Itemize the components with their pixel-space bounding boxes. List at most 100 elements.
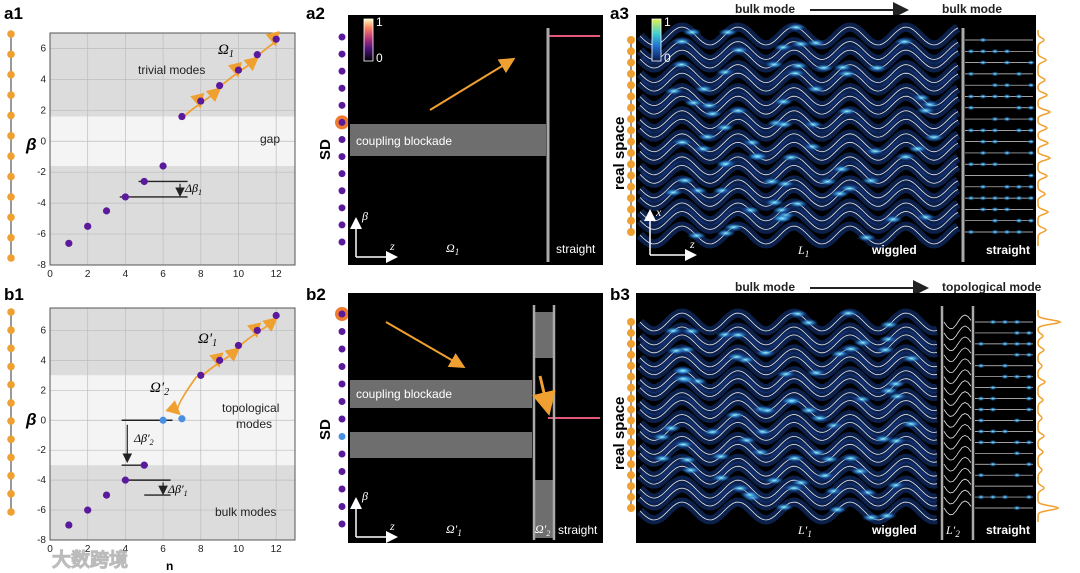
a1-site-dot xyxy=(7,254,15,262)
b3-straight-spot xyxy=(1001,428,1009,435)
a1-y-label: β xyxy=(25,135,37,154)
a3-side-chain-dot xyxy=(627,171,635,180)
b3-intensity-spot xyxy=(827,505,848,514)
a3-side-chain-dot xyxy=(627,103,635,112)
b3-straight-spot xyxy=(1001,494,1009,500)
b1-site-dot xyxy=(7,344,15,353)
b1-xtick-label: 8 xyxy=(198,544,204,555)
b2-mode-dot xyxy=(338,380,346,388)
a3-straight-spot xyxy=(991,139,999,145)
a1-data-point xyxy=(159,162,167,170)
b3-straight-spot xyxy=(1013,352,1021,358)
a3-intensity-spot xyxy=(829,189,850,198)
a1-trivial-modes-label: trivial modes xyxy=(138,63,205,77)
b3-wiggled-waveguides xyxy=(636,308,972,525)
b3-waveguide xyxy=(639,392,938,412)
b3-side-chain-dot xyxy=(627,361,635,370)
a3-intensity-spot xyxy=(764,60,785,69)
a3-straight-spot xyxy=(991,206,999,213)
a1-site-dot xyxy=(7,30,15,38)
b3-intensity-spot xyxy=(798,406,819,415)
b2-straight-label: straight xyxy=(558,523,598,537)
b1-data-point xyxy=(216,356,224,364)
svg-text:β: β xyxy=(361,489,368,503)
a3-intensity-spot xyxy=(723,223,744,232)
a3-dot-chain xyxy=(627,36,635,236)
b3-straight-spot xyxy=(1025,352,1033,358)
b3-side-chain-dot xyxy=(627,372,635,381)
b3-intensity-spot xyxy=(673,440,694,449)
a3-straight-spot xyxy=(1027,82,1035,88)
panel-label-b3: b3 xyxy=(610,285,630,304)
a1-ytick-label: -2 xyxy=(37,167,46,178)
a3-colorbar: 1 0 xyxy=(651,15,671,65)
a3-side-chain-dot xyxy=(627,148,635,157)
b3-intensity-spot xyxy=(798,318,819,327)
a3-side-chain-dot xyxy=(627,47,635,56)
a3-straight-spot xyxy=(967,105,975,111)
svg-text:β: β xyxy=(361,209,368,223)
a3-waveguide xyxy=(639,187,959,207)
a3-side-chain-dot xyxy=(627,36,635,44)
b3-L2-waveguide xyxy=(943,347,972,363)
b3-straight-spot xyxy=(1013,374,1021,380)
b1-xtick-label: 4 xyxy=(123,544,129,555)
a1-data-point xyxy=(234,66,243,74)
a3-intensity-spot xyxy=(924,133,945,142)
b2-mode-lines xyxy=(350,310,600,419)
a3-intensity-spot xyxy=(856,233,877,242)
a1-site-dot xyxy=(7,172,15,181)
a3-straight-spot xyxy=(991,161,999,167)
a2-mode-dot xyxy=(338,67,346,75)
b3-intensity-spot xyxy=(901,354,922,363)
b3-intensity-spot xyxy=(728,330,749,339)
a3-straight-spot xyxy=(991,82,999,88)
a1-site-dot xyxy=(7,233,15,242)
a3-intensity-spot xyxy=(714,123,735,132)
a3-straight-spot xyxy=(991,127,999,133)
b3-intensity-spot xyxy=(819,455,840,464)
a1-ytick-label: 6 xyxy=(40,43,46,54)
b3-L2-waveguide xyxy=(943,500,972,516)
a3-straight-spot xyxy=(979,139,987,145)
b2-coupling-blockade-band-1 xyxy=(350,380,532,408)
a1-xtick-label: 12 xyxy=(271,269,283,280)
b1-band-0 xyxy=(50,308,295,376)
b3-intensity-spot xyxy=(673,374,694,383)
a2-mode-dot xyxy=(338,33,346,41)
a3-intensity-spot xyxy=(686,231,707,240)
a3-intensity-spot xyxy=(813,63,834,72)
b1-site-dot xyxy=(7,453,15,462)
a3-straight-spot xyxy=(979,37,987,43)
a3-wiggled-waveguides xyxy=(636,22,961,249)
b1-data-point xyxy=(197,371,205,379)
a2-mode-dot xyxy=(338,50,346,58)
a3-intensity-spot xyxy=(831,165,852,174)
a1-data-point xyxy=(65,239,73,247)
a3-intensity-spot xyxy=(693,85,714,94)
b2-side-label: SD xyxy=(317,419,334,440)
a1-chain xyxy=(7,30,15,262)
a1-xtick-label: 2 xyxy=(85,269,91,280)
b1-data-point xyxy=(102,491,111,499)
b1-y-label: β xyxy=(25,410,37,429)
b3-waveguide xyxy=(639,414,938,433)
a1-data-point xyxy=(84,222,92,230)
a3-straight-spot xyxy=(979,59,987,66)
a3-intensity-spot xyxy=(786,23,807,32)
svg-text:1: 1 xyxy=(376,15,383,29)
b3-intensity-spot xyxy=(672,366,693,375)
b1-data-point xyxy=(84,506,92,514)
panel-label-a1: a1 xyxy=(4,4,23,23)
a3-waveguide xyxy=(639,141,959,161)
b1-site-dot xyxy=(7,508,15,516)
b3-straight-spot xyxy=(989,494,997,500)
a1-data-point xyxy=(253,51,261,59)
a3-straight-spot xyxy=(1003,184,1011,190)
a3-straight-spot xyxy=(1027,139,1035,145)
b3-intensity-spot xyxy=(773,503,794,512)
b3-straight-spot xyxy=(1013,319,1021,325)
b1-bulk-modes-label: bulk modes xyxy=(215,505,276,519)
svg-text:z: z xyxy=(689,237,695,251)
a3-straight-label: straight xyxy=(986,243,1030,257)
